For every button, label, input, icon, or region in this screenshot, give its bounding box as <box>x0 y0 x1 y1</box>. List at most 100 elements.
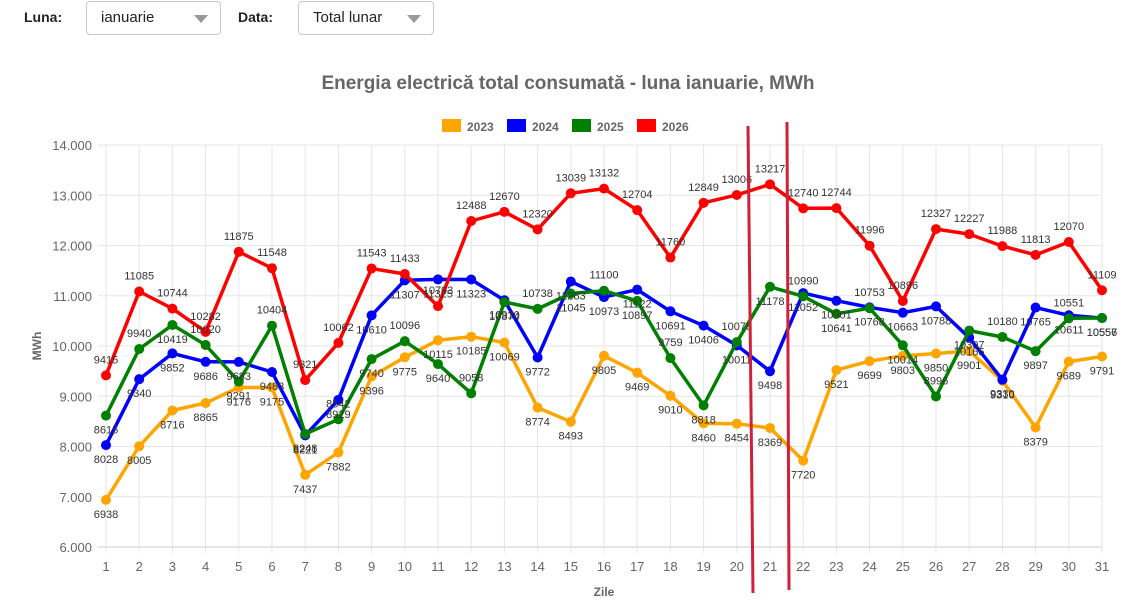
data-point-2024[interactable] <box>101 440 111 451</box>
data-point-2024[interactable] <box>698 320 709 331</box>
data-point-2023[interactable] <box>897 350 908 361</box>
data-point-2026[interactable] <box>665 252 676 263</box>
data-point-2023[interactable] <box>798 455 809 466</box>
legend-label-2026[interactable]: 2026 <box>662 120 689 134</box>
data-point-2025[interactable] <box>931 391 941 402</box>
data-point-2024[interactable] <box>233 356 244 367</box>
data-point-2026[interactable] <box>1063 236 1074 247</box>
data-point-2024[interactable] <box>665 306 676 317</box>
data-point-2025[interactable] <box>831 308 842 319</box>
data-point-2026[interactable] <box>698 197 709 208</box>
data-point-2023[interactable] <box>632 367 643 378</box>
data-point-2025[interactable] <box>200 339 211 350</box>
data-point-2024[interactable] <box>200 356 211 367</box>
data-point-2025[interactable] <box>333 414 344 425</box>
data-point-2024[interactable] <box>366 310 377 321</box>
data-point-2025[interactable] <box>134 344 145 355</box>
data-point-2025[interactable] <box>765 281 775 292</box>
data-point-2023[interactable] <box>300 469 311 480</box>
data-point-2026[interactable] <box>167 303 178 314</box>
data-point-2025[interactable] <box>532 303 543 314</box>
data-point-2025[interactable] <box>167 319 178 330</box>
data-point-2023[interactable] <box>366 371 377 382</box>
data-point-2025[interactable] <box>897 340 908 351</box>
month-select[interactable]: ianuarie <box>86 1 221 35</box>
data-point-2024[interactable] <box>565 276 576 287</box>
data-point-2023[interactable] <box>1063 356 1074 367</box>
data-point-2024[interactable] <box>433 274 443 285</box>
data-point-2026[interactable] <box>897 295 908 306</box>
data-point-2025[interactable] <box>101 410 111 421</box>
data-point-2026[interactable] <box>233 246 244 257</box>
data-point-2025[interactable] <box>466 388 477 399</box>
data-point-2024[interactable] <box>167 348 178 359</box>
data-point-2024[interactable] <box>1030 302 1041 313</box>
data-point-2025[interactable] <box>267 320 277 331</box>
data-point-2023[interactable] <box>599 350 609 361</box>
data-type-select[interactable]: Total lunar <box>298 1 434 35</box>
data-point-2024[interactable] <box>997 374 1008 385</box>
legend-swatch-2024[interactable] <box>507 119 526 132</box>
data-point-2026[interactable] <box>1030 249 1041 260</box>
data-point-2023[interactable] <box>765 422 775 433</box>
data-point-2023[interactable] <box>399 352 410 363</box>
legend-swatch-2025[interactable] <box>572 119 591 132</box>
data-point-2025[interactable] <box>233 376 244 387</box>
data-point-2025[interactable] <box>1030 346 1041 357</box>
data-point-2026[interactable] <box>267 263 277 274</box>
data-point-2024[interactable] <box>532 352 543 363</box>
data-point-2026[interactable] <box>399 268 410 279</box>
data-point-2023[interactable] <box>167 405 178 416</box>
data-point-2025[interactable] <box>499 297 510 308</box>
data-point-2026[interactable] <box>997 241 1008 252</box>
data-point-2025[interactable] <box>599 285 609 296</box>
data-point-2026[interactable] <box>466 215 477 226</box>
data-point-2025[interactable] <box>665 353 676 364</box>
data-point-2023[interactable] <box>731 418 742 429</box>
data-point-2026[interactable] <box>532 224 543 235</box>
data-point-2026[interactable] <box>765 179 775 190</box>
data-point-2026[interactable] <box>134 286 145 297</box>
data-point-2023[interactable] <box>864 356 875 367</box>
data-point-2026[interactable] <box>798 203 809 214</box>
data-point-2026[interactable] <box>200 326 211 337</box>
data-point-2024[interactable] <box>267 366 277 377</box>
legend-label-2025[interactable]: 2025 <box>597 120 624 134</box>
data-point-2026[interactable] <box>565 188 576 199</box>
data-point-2023[interactable] <box>101 494 111 505</box>
legend-label-2023[interactable]: 2023 <box>467 120 494 134</box>
data-point-2023[interactable] <box>200 398 211 409</box>
data-point-2026[interactable] <box>964 229 975 240</box>
data-point-2023[interactable] <box>466 331 477 342</box>
data-point-2023[interactable] <box>433 335 443 346</box>
data-point-2024[interactable] <box>931 301 941 312</box>
data-point-2023[interactable] <box>831 365 842 376</box>
legend-swatch-2026[interactable] <box>637 119 656 132</box>
legend-label-2024[interactable]: 2024 <box>532 120 559 134</box>
data-point-2025[interactable] <box>433 359 443 370</box>
data-point-2023[interactable] <box>964 345 975 356</box>
data-point-2025[interactable] <box>864 303 875 314</box>
legend-swatch-2023[interactable] <box>442 119 461 132</box>
data-point-2026[interactable] <box>300 375 311 386</box>
data-point-2024[interactable] <box>765 366 775 377</box>
data-point-2023[interactable] <box>134 441 145 452</box>
data-point-2023[interactable] <box>532 402 543 413</box>
data-point-2026[interactable] <box>599 183 609 194</box>
data-point-2025[interactable] <box>565 288 576 299</box>
data-point-2026[interactable] <box>366 263 377 274</box>
data-point-2025[interactable] <box>731 337 742 348</box>
data-point-2025[interactable] <box>300 429 311 440</box>
data-point-2024[interactable] <box>333 394 344 405</box>
data-point-2026[interactable] <box>864 240 875 251</box>
data-point-2024[interactable] <box>466 274 477 285</box>
data-point-2024[interactable] <box>134 374 145 385</box>
data-point-2026[interactable] <box>731 189 742 200</box>
data-point-2026[interactable] <box>632 205 643 216</box>
data-point-2023[interactable] <box>333 447 344 458</box>
data-point-2026[interactable] <box>1097 285 1107 296</box>
data-point-2023[interactable] <box>499 337 510 348</box>
data-point-2023[interactable] <box>931 348 941 359</box>
data-point-2025[interactable] <box>698 400 709 411</box>
data-point-2025[interactable] <box>366 354 377 365</box>
